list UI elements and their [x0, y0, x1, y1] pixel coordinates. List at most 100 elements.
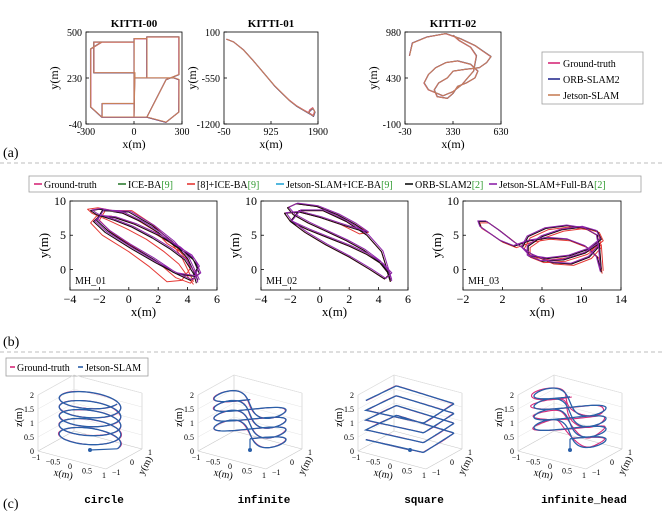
- legend-a-label: Ground-truth: [563, 59, 616, 70]
- x-tick-label: 6: [405, 292, 411, 306]
- x-tick-label: −1: [512, 453, 521, 462]
- axis-box-edge: [517, 450, 587, 470]
- y-tick-label: 1: [148, 448, 152, 457]
- plot-title: KITTI-00: [111, 18, 158, 30]
- start-marker: [568, 448, 572, 452]
- y-tick-label: -550: [202, 74, 220, 85]
- y-tick-label: 10: [54, 194, 66, 208]
- legend-c-label: Ground-truth: [17, 363, 70, 374]
- plot-annotation: MH_01: [75, 276, 106, 287]
- axis-box-edge: [37, 450, 107, 470]
- panel-label-a: (a): [3, 146, 19, 161]
- x-tick-label: 2: [155, 292, 161, 306]
- x-tick-label: 0: [388, 462, 392, 471]
- y-axis-label: y(m): [366, 66, 380, 89]
- legend-b-label: [8]+ICE-BA[9]: [197, 180, 259, 191]
- axis-box-edge: [425, 448, 463, 470]
- x-axis-label: x(m): [529, 304, 554, 319]
- x-tick-label: −1: [352, 453, 361, 462]
- series-line-jetson-slam-full-ba: [285, 202, 393, 282]
- series-line-orb-slam2: [226, 38, 316, 117]
- y-tick-label: -40: [69, 120, 82, 131]
- series-line-jetson-slam: [226, 38, 316, 117]
- y-tick-label: -100: [383, 120, 401, 131]
- grid-line: [37, 402, 143, 424]
- x-tick-label: −2: [93, 292, 106, 306]
- axis-box-edge: [553, 430, 623, 450]
- series-line-jetson-slam-full-ba: [477, 220, 601, 272]
- x-tick-label: 4: [376, 292, 382, 306]
- y-axis-label: y(m): [47, 66, 61, 89]
- series-line-jetson-slam: [363, 385, 455, 454]
- series-line-jetson-slam: [408, 33, 492, 99]
- axis-box-edge: [197, 430, 235, 452]
- series-line-jetson-slam-full-ba: [91, 208, 202, 283]
- y-tick-label: 1: [628, 448, 632, 457]
- series-line-jetson-slam: [90, 36, 180, 123]
- y-axis-label: y(m): [185, 66, 199, 89]
- grid-line: [517, 416, 623, 438]
- legend-c-label: Jetson-SLAM: [85, 363, 141, 374]
- z-tick-label: 1: [190, 419, 194, 428]
- grid-line: [357, 374, 463, 396]
- x-tick-label: −4: [64, 292, 77, 306]
- x-tick-label: 300: [175, 127, 190, 138]
- x-tick-label: −4: [255, 292, 268, 306]
- x-tick-label: 0.5: [402, 467, 412, 476]
- y-tick-label: 5: [251, 228, 257, 242]
- x-tick-label: −2: [457, 292, 470, 306]
- series-line-orb-slam2: [408, 32, 492, 99]
- x-tick-label: -300: [77, 127, 95, 138]
- z-tick-label: 2: [30, 391, 34, 400]
- start-marker: [88, 448, 92, 452]
- plot-title: circle: [84, 495, 124, 507]
- x-axis-label: x(m): [441, 137, 464, 151]
- start-marker: [248, 448, 252, 452]
- plot-title: square: [404, 495, 444, 507]
- z-tick-label: 2: [350, 391, 354, 400]
- z-tick-label: 1: [350, 419, 354, 428]
- grid-line: [197, 416, 303, 438]
- axis-box-edge: [37, 430, 75, 452]
- y-tick-label: 10: [245, 194, 257, 208]
- x-tick-label: 1: [102, 471, 106, 480]
- z-tick-label: 0: [510, 447, 514, 456]
- y-tick-label: 980: [386, 28, 401, 39]
- x-tick-label: -30: [398, 127, 411, 138]
- x-tick-label: 0: [132, 127, 137, 138]
- y-axis-label: y(m): [227, 233, 242, 258]
- x-tick-label: 0: [548, 462, 552, 471]
- z-tick-label: 1.5: [184, 405, 194, 414]
- axis-box-edge: [197, 450, 267, 470]
- panel-label-b: (b): [3, 335, 20, 350]
- grid-line: [517, 374, 623, 396]
- grid-line: [197, 388, 303, 410]
- x-axis-label: x(m): [122, 137, 145, 151]
- y-tick-label: 0: [290, 458, 294, 467]
- plot-annotation: MH_03: [468, 276, 499, 287]
- x-tick-label: 2: [500, 292, 506, 306]
- axis-box-edge: [517, 430, 555, 452]
- z-axis-label: z(m): [14, 408, 25, 427]
- x-tick-label: 630: [494, 127, 509, 138]
- z-tick-label: 0: [350, 447, 354, 456]
- z-tick-label: 1.5: [24, 405, 34, 414]
- x-axis-label: x(m): [532, 467, 553, 482]
- legend-b-label: Jetson-SLAM+ICE-BA[9]: [286, 180, 393, 191]
- series-line-ground-truth: [226, 38, 316, 117]
- x-tick-label: −0.5: [366, 458, 381, 467]
- x-tick-label: 14: [615, 292, 627, 306]
- z-axis-label: z(m): [494, 408, 505, 427]
- x-tick-label: 0: [68, 462, 72, 471]
- x-tick-label: 1: [262, 471, 266, 480]
- x-tick-label: −0.5: [46, 458, 61, 467]
- z-axis-label: z(m): [174, 408, 185, 427]
- x-tick-label: 6: [214, 292, 220, 306]
- z-tick-label: 1: [510, 419, 514, 428]
- axis-box-edge: [105, 448, 143, 470]
- x-tick-label: −2: [284, 292, 297, 306]
- y-tick-label: 230: [67, 74, 82, 85]
- legend-a-label: ORB-SLAM2: [563, 75, 620, 86]
- z-tick-label: 0: [190, 447, 194, 456]
- x-tick-label: 1: [582, 471, 586, 480]
